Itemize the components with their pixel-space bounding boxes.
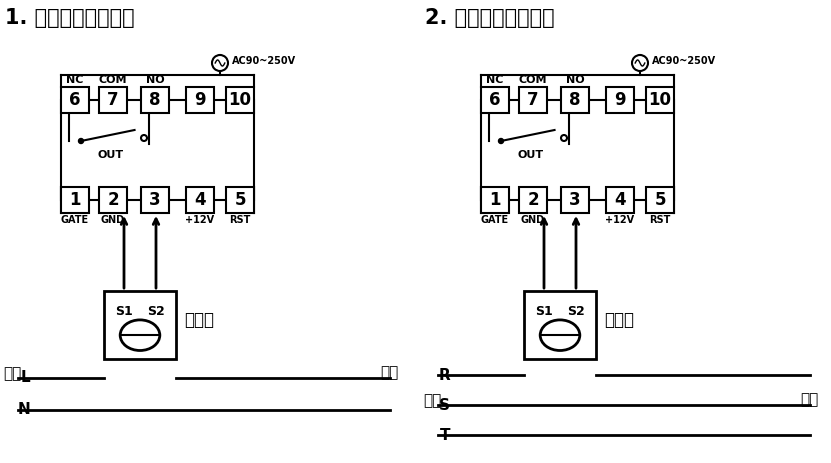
Circle shape xyxy=(78,138,83,144)
Bar xyxy=(61,87,89,113)
Text: GND: GND xyxy=(521,215,545,225)
Text: 1: 1 xyxy=(489,191,501,209)
Bar xyxy=(606,87,634,113)
Ellipse shape xyxy=(120,320,160,350)
Text: 负载: 负载 xyxy=(380,365,398,381)
Text: 3: 3 xyxy=(569,191,581,209)
Text: 5: 5 xyxy=(234,191,246,209)
Bar xyxy=(186,187,214,213)
Text: GATE: GATE xyxy=(61,215,89,225)
Circle shape xyxy=(632,55,648,71)
Text: NO: NO xyxy=(145,75,165,85)
Text: GATE: GATE xyxy=(481,215,509,225)
Text: L: L xyxy=(21,370,30,386)
Text: 8: 8 xyxy=(150,91,160,109)
Bar xyxy=(606,187,634,213)
Text: 9: 9 xyxy=(194,91,206,109)
Text: S2: S2 xyxy=(567,305,585,318)
Text: COM: COM xyxy=(519,75,548,85)
Text: 9: 9 xyxy=(614,91,626,109)
Text: AC90~250V: AC90~250V xyxy=(232,56,296,66)
Text: 1: 1 xyxy=(69,191,81,209)
Text: 1. 单相设备连线方法: 1. 单相设备连线方法 xyxy=(5,8,135,28)
Text: 10: 10 xyxy=(229,91,252,109)
Circle shape xyxy=(561,135,567,141)
Text: 2: 2 xyxy=(527,191,538,209)
Text: NC: NC xyxy=(486,75,504,85)
Bar xyxy=(524,291,596,359)
Text: 4: 4 xyxy=(194,191,206,209)
Bar xyxy=(61,187,89,213)
Text: T: T xyxy=(440,427,450,443)
Bar xyxy=(519,187,547,213)
Text: 6: 6 xyxy=(69,91,81,109)
Text: 4: 4 xyxy=(614,191,626,209)
Text: NC: NC xyxy=(66,75,84,85)
Bar xyxy=(561,187,589,213)
Bar xyxy=(104,291,176,359)
Text: +12V: +12V xyxy=(185,215,214,225)
Ellipse shape xyxy=(540,320,580,350)
Text: 检测器: 检测器 xyxy=(604,311,634,329)
Circle shape xyxy=(141,135,147,141)
Bar xyxy=(646,187,674,213)
Text: R: R xyxy=(438,368,450,382)
Text: 7: 7 xyxy=(107,91,119,109)
Text: S1: S1 xyxy=(535,305,553,318)
Bar xyxy=(481,87,509,113)
Text: GND: GND xyxy=(101,215,125,225)
Bar xyxy=(646,87,674,113)
Bar xyxy=(226,187,254,213)
Text: S: S xyxy=(439,398,450,413)
Circle shape xyxy=(499,138,504,144)
Text: 8: 8 xyxy=(569,91,581,109)
Text: 电源: 电源 xyxy=(3,366,22,381)
Text: 2: 2 xyxy=(107,191,119,209)
Text: 检测器: 检测器 xyxy=(184,311,214,329)
Text: 5: 5 xyxy=(654,191,666,209)
Text: OUT: OUT xyxy=(518,150,544,160)
Text: 负载: 负载 xyxy=(800,393,819,407)
Text: RST: RST xyxy=(229,215,251,225)
Text: RST: RST xyxy=(649,215,671,225)
Text: 7: 7 xyxy=(527,91,538,109)
Text: COM: COM xyxy=(99,75,127,85)
Text: +12V: +12V xyxy=(606,215,635,225)
Text: NO: NO xyxy=(566,75,584,85)
Text: 2. 三相设备连线方法: 2. 三相设备连线方法 xyxy=(425,8,554,28)
Text: 6: 6 xyxy=(489,91,501,109)
Bar xyxy=(141,87,169,113)
Text: 10: 10 xyxy=(648,91,671,109)
Text: N: N xyxy=(17,402,30,418)
Bar xyxy=(481,187,509,213)
Text: S1: S1 xyxy=(116,305,133,318)
Bar xyxy=(519,87,547,113)
Text: OUT: OUT xyxy=(98,150,124,160)
Bar xyxy=(186,87,214,113)
Bar xyxy=(99,87,127,113)
Text: AC90~250V: AC90~250V xyxy=(652,56,716,66)
Bar xyxy=(561,87,589,113)
Bar xyxy=(226,87,254,113)
Text: 3: 3 xyxy=(150,191,161,209)
Bar xyxy=(99,187,127,213)
Circle shape xyxy=(212,55,228,71)
Text: 电源: 电源 xyxy=(423,393,441,408)
Text: S2: S2 xyxy=(147,305,165,318)
Bar xyxy=(141,187,169,213)
